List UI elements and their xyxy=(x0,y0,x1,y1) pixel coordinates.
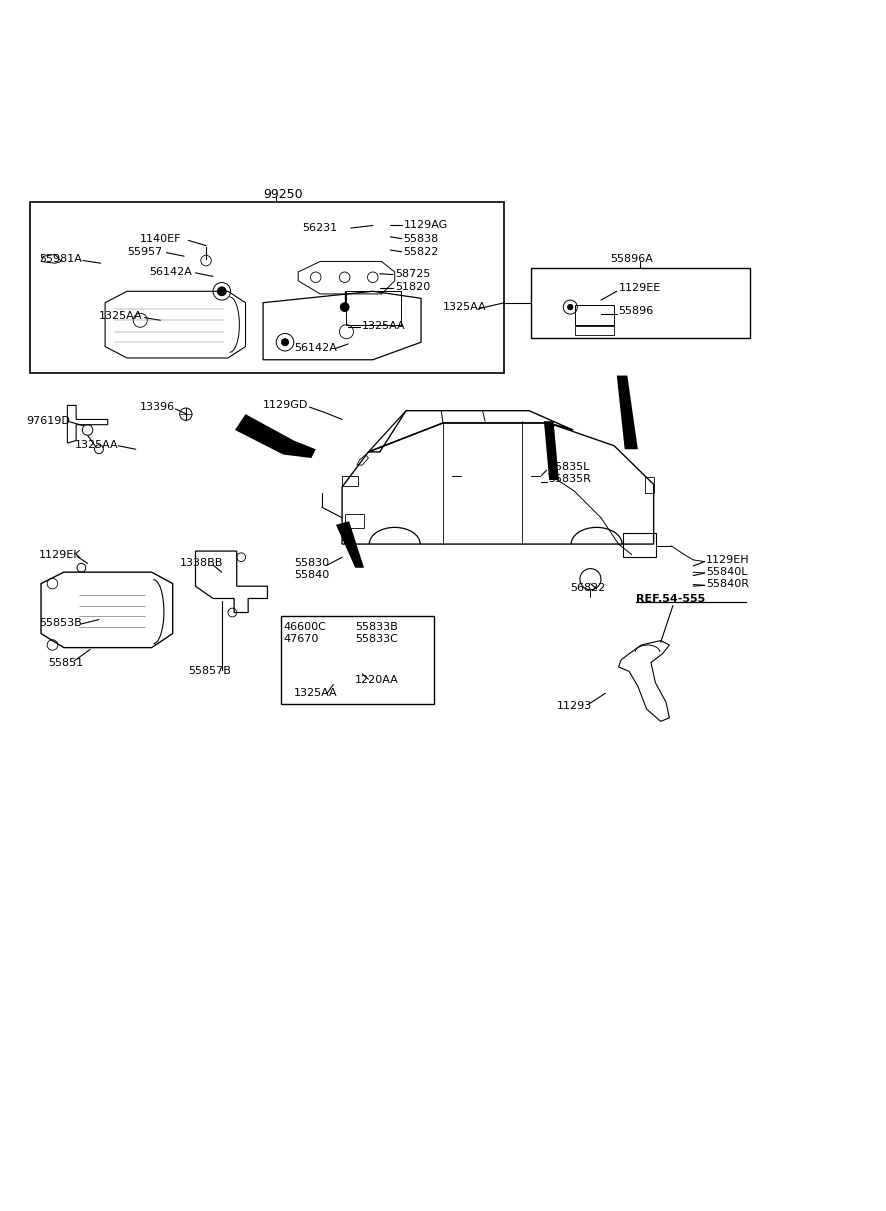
Text: 11293: 11293 xyxy=(557,701,593,711)
Polygon shape xyxy=(617,375,638,449)
Bar xyxy=(345,515,364,528)
Text: 51820: 51820 xyxy=(395,282,430,292)
Text: 1129EH: 1129EH xyxy=(706,555,750,564)
Text: 1220AA: 1220AA xyxy=(355,675,399,685)
Text: 55835R: 55835R xyxy=(548,475,591,484)
Text: 47670: 47670 xyxy=(284,633,319,644)
Circle shape xyxy=(340,303,349,311)
Text: 1325AA: 1325AA xyxy=(362,321,406,332)
Text: 56142A: 56142A xyxy=(294,344,337,354)
Text: 13396: 13396 xyxy=(140,402,175,412)
Text: 1129GD: 1129GD xyxy=(263,401,308,411)
Text: 1129AG: 1129AG xyxy=(403,220,447,230)
Text: 55822: 55822 xyxy=(403,247,439,257)
Bar xyxy=(575,305,614,325)
Text: 1140EF: 1140EF xyxy=(140,234,182,243)
Text: 1325AA: 1325AA xyxy=(294,688,338,699)
Text: 58725: 58725 xyxy=(395,269,430,279)
Text: 55835L: 55835L xyxy=(548,461,590,472)
Text: 55957: 55957 xyxy=(127,247,162,257)
Polygon shape xyxy=(544,421,559,480)
Bar xyxy=(281,616,434,704)
Text: 55851: 55851 xyxy=(48,658,83,667)
Text: 55833C: 55833C xyxy=(355,633,398,644)
Text: 1325AA: 1325AA xyxy=(74,440,118,450)
Text: 55853B: 55853B xyxy=(39,618,82,629)
Polygon shape xyxy=(336,521,364,568)
Text: 1338BB: 1338BB xyxy=(180,558,223,568)
Text: 55857B: 55857B xyxy=(189,666,231,676)
Circle shape xyxy=(217,287,226,295)
Text: 56142A: 56142A xyxy=(149,266,192,277)
Text: 55838: 55838 xyxy=(403,234,439,243)
Text: 99250: 99250 xyxy=(263,188,303,201)
Text: 1129EK: 1129EK xyxy=(39,550,82,559)
Text: 56822: 56822 xyxy=(571,582,606,593)
Bar xyxy=(342,476,358,486)
Polygon shape xyxy=(235,414,315,458)
Text: 55840R: 55840R xyxy=(706,579,750,590)
Bar xyxy=(531,268,750,338)
Text: 55833B: 55833B xyxy=(355,622,398,632)
Text: 55840L: 55840L xyxy=(706,567,748,578)
Bar xyxy=(575,327,614,335)
Text: 1325AA: 1325AA xyxy=(99,311,143,321)
Circle shape xyxy=(568,304,573,310)
Text: REF.54-555: REF.54-555 xyxy=(636,595,705,604)
Text: 97619D: 97619D xyxy=(26,417,70,426)
Text: 1129EE: 1129EE xyxy=(618,283,661,293)
Bar xyxy=(346,292,400,325)
Text: 55830: 55830 xyxy=(294,558,329,568)
Circle shape xyxy=(282,339,289,345)
Bar xyxy=(30,202,504,373)
Text: 55896A: 55896A xyxy=(610,254,653,264)
Text: 55981A: 55981A xyxy=(39,254,82,264)
Text: 46600C: 46600C xyxy=(284,622,326,632)
Bar xyxy=(623,533,657,557)
Bar xyxy=(645,477,654,493)
Text: 55896: 55896 xyxy=(618,306,654,316)
Text: 55840: 55840 xyxy=(294,570,329,580)
Text: 56231: 56231 xyxy=(303,223,338,233)
Text: 1325AA: 1325AA xyxy=(443,302,486,312)
